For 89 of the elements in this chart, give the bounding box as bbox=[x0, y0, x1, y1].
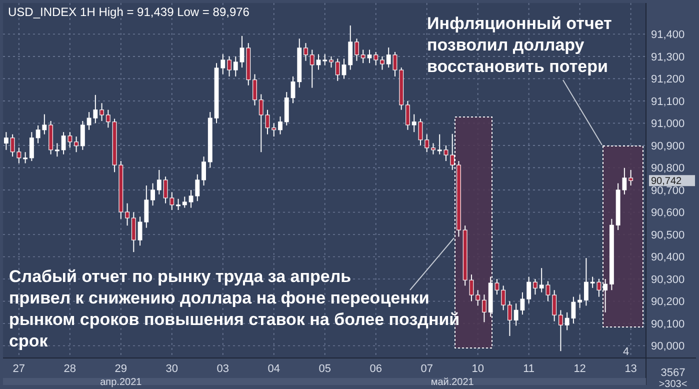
candlestick bbox=[310, 49, 314, 88]
candlestick bbox=[258, 94, 264, 153]
chart-title: USD_INDEX 1H High = 91,439 Low = 89,976 bbox=[8, 5, 250, 19]
candlestick bbox=[29, 132, 34, 162]
candlestick bbox=[348, 24, 353, 70]
candlestick bbox=[501, 285, 506, 311]
candlestick bbox=[354, 38, 359, 62]
candlestick bbox=[482, 294, 486, 323]
candlestick bbox=[532, 278, 538, 296]
candlestick bbox=[367, 49, 372, 64]
candlestick bbox=[322, 54, 328, 66]
candlestick bbox=[4, 132, 8, 150]
annotation: Слабый отчет по рынку труда за апрель привел к снижению доллара на фоне переоценки рынком сроков повышения ставок на более поздний срок bbox=[9, 267, 460, 350]
candlestick bbox=[304, 42, 308, 62]
y-tick-label: 90,200 bbox=[651, 296, 685, 308]
y-tick-label: 91,400 bbox=[651, 29, 685, 42]
candlestick bbox=[227, 56, 232, 77]
text: 3567 bbox=[660, 367, 686, 379]
candlestick bbox=[150, 182, 155, 206]
candlestick bbox=[526, 276, 532, 304]
y-tick-label: 91,000 bbox=[651, 118, 685, 130]
annotation: 4 bbox=[622, 346, 630, 358]
text: май.2021 bbox=[430, 377, 474, 388]
candlestick bbox=[176, 198, 180, 210]
candlestick bbox=[380, 56, 384, 70]
candlestick bbox=[23, 152, 28, 164]
candlestick bbox=[476, 290, 480, 306]
x-tick-label: 27 bbox=[12, 363, 26, 375]
x-tick-label: 06 bbox=[370, 363, 382, 375]
candlestick bbox=[290, 76, 296, 104]
x-tick-label: 13 bbox=[624, 363, 637, 375]
candlestick bbox=[603, 278, 608, 313]
candlestick bbox=[182, 196, 187, 208]
candlestick bbox=[508, 300, 512, 336]
candlestick bbox=[125, 202, 130, 226]
candlestick bbox=[252, 74, 257, 106]
candlestick bbox=[578, 294, 582, 308]
x-tick-label: 30 bbox=[166, 363, 178, 375]
y-tick-label: 90,700 bbox=[651, 184, 685, 197]
y-tick-label: 90,000 bbox=[651, 340, 685, 353]
candlestick bbox=[342, 58, 346, 80]
candlestick bbox=[80, 120, 85, 150]
candlestick bbox=[233, 56, 238, 77]
x-tick-label: 29 bbox=[114, 363, 128, 375]
text: 90,742 bbox=[651, 176, 682, 188]
y-tick-label: 90,600 bbox=[651, 207, 685, 220]
y-tick-label: 90,800 bbox=[651, 162, 685, 175]
x-tick-label: 11 bbox=[523, 363, 535, 375]
candlestick bbox=[106, 109, 110, 128]
candlestick bbox=[406, 100, 410, 130]
y-tick-label: 90,500 bbox=[651, 229, 685, 242]
candlestick bbox=[374, 51, 378, 66]
candlestick bbox=[202, 156, 206, 186]
candlestick bbox=[131, 212, 136, 253]
text: >303< bbox=[658, 379, 688, 389]
candlestick bbox=[360, 49, 366, 64]
candlestick bbox=[552, 290, 557, 322]
candlestick bbox=[272, 122, 276, 138]
candlestick bbox=[431, 142, 436, 155]
x-tick-label: 28 bbox=[64, 363, 76, 375]
annotation: Инфляционный отчет позволил доллару восстановить потери bbox=[427, 14, 612, 76]
x-tick-label: 04 bbox=[268, 363, 280, 375]
y-tick-label: 91,100 bbox=[651, 96, 685, 108]
candlestick bbox=[100, 102, 104, 122]
text: апр.2021 bbox=[100, 377, 142, 388]
candlestick bbox=[450, 133, 455, 170]
candlestick bbox=[628, 169, 634, 186]
x-tick-label: 10 bbox=[472, 363, 484, 375]
x-tick-label: 05 bbox=[318, 363, 331, 375]
candlestick bbox=[424, 134, 430, 153]
candlestick bbox=[316, 54, 321, 70]
candlestick bbox=[156, 169, 162, 195]
x-tick-label: 03 bbox=[216, 363, 230, 375]
y-tick-label: 90,900 bbox=[651, 140, 685, 152]
y-tick-label: 90,100 bbox=[651, 318, 685, 330]
candlestick bbox=[74, 136, 79, 153]
candlestick bbox=[584, 258, 588, 306]
candlestick bbox=[329, 56, 334, 68]
candlestick bbox=[335, 58, 340, 82]
y-tick-label: 90,400 bbox=[651, 252, 685, 264]
y-tick-label: 91,300 bbox=[651, 51, 685, 64]
candlestick bbox=[278, 116, 282, 135]
x-tick-label: 12 bbox=[574, 363, 586, 375]
candlestick bbox=[265, 109, 270, 135]
candlestick bbox=[54, 142, 60, 158]
candlestick bbox=[558, 310, 563, 352]
y-tick-label: 90,300 bbox=[651, 274, 685, 286]
y-tick-label: 91,200 bbox=[651, 74, 685, 86]
x-tick-label: 07 bbox=[420, 363, 433, 375]
